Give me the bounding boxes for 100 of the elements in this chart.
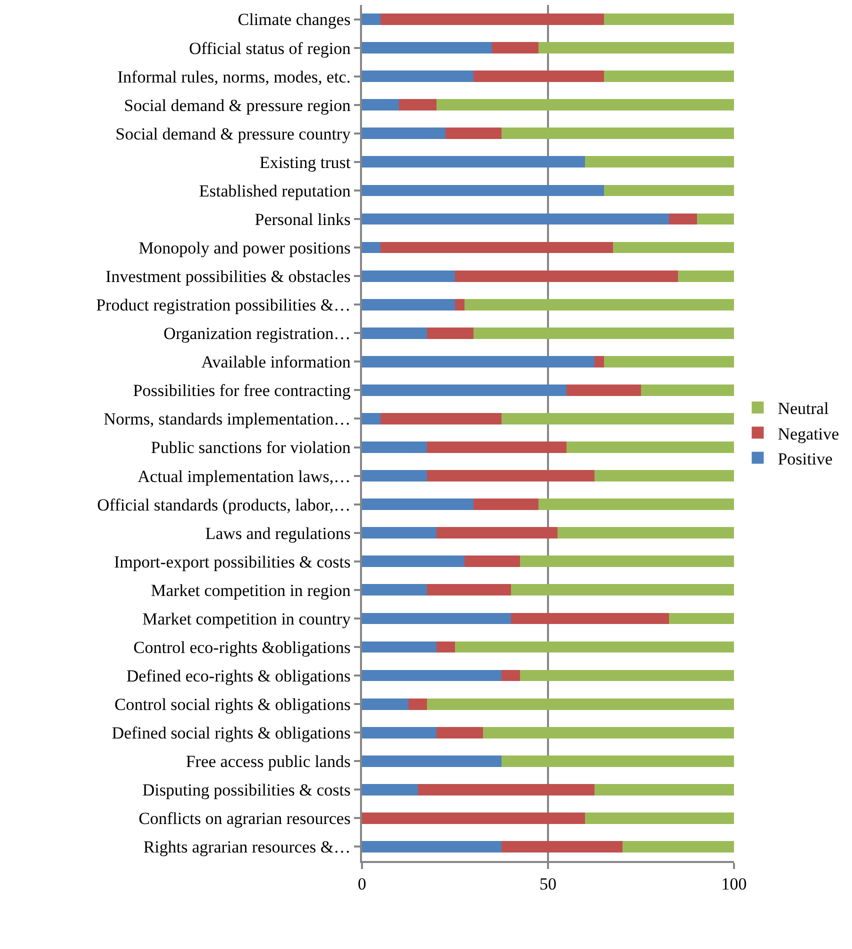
x-tick-label: 0 — [358, 874, 366, 894]
bar — [604, 356, 734, 368]
bar — [362, 641, 436, 653]
y-tick-label: Available information — [201, 352, 352, 372]
bar — [362, 698, 408, 710]
y-tick-label: Investment possibilities & obstacles — [106, 267, 351, 286]
bar — [362, 413, 381, 424]
y-tick-label: Norms, standards implementation… — [104, 410, 351, 429]
y-tick-label: Existing trust — [259, 152, 351, 172]
bar — [520, 556, 734, 568]
y-tick-label: Free access public lands — [186, 752, 351, 772]
bar — [520, 670, 734, 682]
bar — [585, 812, 734, 824]
y-tick-label: Defined eco-rights & obligations — [126, 666, 351, 686]
bar — [380, 242, 614, 254]
bar — [362, 70, 474, 82]
y-tick-label: Social demand & pressure country — [115, 124, 352, 144]
x-tick-label: 100 — [721, 874, 747, 894]
bar — [696, 213, 734, 225]
bar — [362, 556, 464, 568]
y-tick-label: Informal rules, norms, modes, etc. — [117, 67, 351, 86]
bar — [594, 470, 734, 482]
bar — [427, 698, 734, 710]
y-tick-label: Control eco-rights &obligations — [133, 638, 351, 657]
bar — [362, 812, 586, 824]
bar — [362, 498, 474, 510]
bar — [427, 327, 474, 339]
bar — [362, 612, 511, 624]
bar — [464, 298, 734, 310]
bar — [408, 698, 428, 710]
bar — [622, 841, 734, 852]
bar — [362, 14, 381, 25]
y-tick-label: Official standards (products, labor,… — [97, 495, 351, 514]
bar — [502, 670, 520, 682]
bar — [594, 784, 734, 796]
bar — [362, 470, 428, 482]
legend-label: Negative — [778, 424, 840, 444]
bar — [362, 42, 492, 54]
bar — [427, 470, 594, 482]
y-tick-label: Defined social rights & obligations — [112, 724, 351, 743]
bar — [510, 584, 734, 596]
bar — [585, 156, 734, 168]
bar — [362, 356, 594, 368]
bar — [362, 298, 455, 310]
bar — [510, 612, 669, 624]
bar — [474, 327, 734, 339]
bar — [474, 70, 604, 82]
y-tick-label: Public sanctions for violation — [150, 438, 352, 458]
legend-label: Neutral — [778, 399, 829, 418]
bar — [362, 128, 446, 140]
bar — [362, 384, 567, 396]
bar — [362, 327, 428, 339]
bar — [380, 413, 502, 424]
y-tick-label: Import-export possibilities & costs — [114, 552, 351, 572]
bar — [380, 14, 604, 25]
bar — [557, 527, 734, 539]
bar — [474, 498, 539, 510]
bar — [482, 726, 734, 738]
bar — [641, 384, 734, 396]
bar — [362, 584, 428, 596]
bar — [436, 527, 558, 539]
bar — [604, 70, 734, 82]
bar — [436, 726, 483, 738]
y-tick-label: Official status of region — [188, 38, 352, 58]
x-tick-label: 50 — [540, 874, 556, 894]
bar — [538, 42, 734, 54]
bar — [502, 413, 734, 424]
y-tick-label: Disputing possibilities & costs — [142, 780, 351, 800]
bar — [418, 784, 594, 796]
bar — [502, 755, 734, 767]
y-tick-label: Social demand & pressure region — [124, 96, 352, 115]
y-tick-label: Product registration possibilities &… — [96, 296, 351, 315]
bar — [362, 184, 604, 196]
bar — [362, 670, 502, 682]
bar — [502, 128, 734, 140]
bar — [446, 128, 502, 140]
bar — [502, 841, 622, 852]
bar — [668, 213, 697, 225]
y-tick-label: Established reputation — [199, 181, 352, 200]
bar — [436, 99, 734, 111]
bar — [566, 384, 641, 396]
y-tick-label: Control social rights & obligations — [114, 695, 351, 714]
bar — [362, 527, 436, 539]
bar — [362, 442, 428, 453]
bar — [678, 270, 734, 282]
bar — [594, 356, 604, 368]
bar — [604, 184, 734, 196]
bar — [604, 14, 734, 25]
bar — [436, 641, 455, 653]
y-tick-label: Possibilities for free contracting — [132, 381, 352, 400]
bar — [427, 442, 567, 453]
y-tick-label: Rights agrarian resources &… — [143, 838, 351, 857]
bar — [362, 755, 502, 767]
bar — [455, 298, 464, 310]
bar — [427, 584, 511, 596]
y-tick-label: Conflicts on agrarian resources — [138, 809, 351, 828]
bar — [538, 498, 734, 510]
bar — [455, 641, 734, 653]
y-tick-label: Market competition in country — [142, 609, 352, 628]
bar — [613, 242, 734, 254]
